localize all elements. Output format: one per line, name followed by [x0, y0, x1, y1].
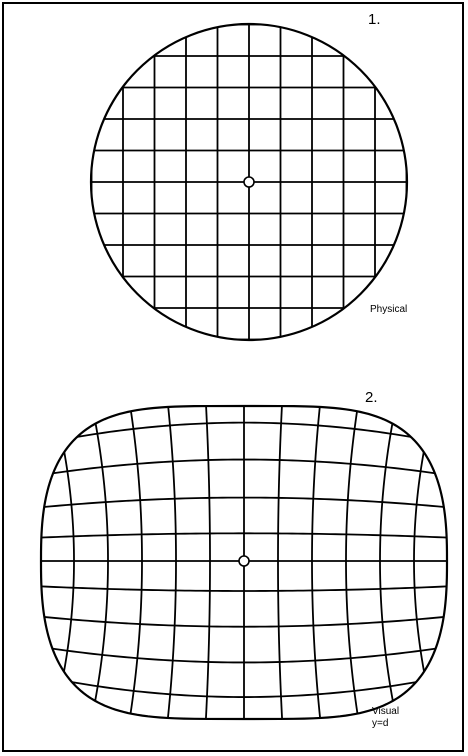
panel-visual: 2. Visual y=d [10, 386, 468, 736]
warped-grid-line-horizontal [41, 421, 447, 448]
panel-physical: 1. Physical [89, 11, 409, 342]
panel-number-2: 2. [365, 389, 378, 406]
visual-boundary-outline [39, 404, 449, 721]
warped-grid-line-vertical [448, 386, 468, 736]
warped-grid-line-horizontal [41, 532, 447, 539]
warped-grid-line-horizontal [41, 614, 447, 628]
visual-caption-line2: y=d [372, 718, 388, 729]
physical-boundary-circle [89, 22, 409, 342]
warped-grid-line-horizontal [41, 672, 447, 698]
warped-grid-line-horizontal [41, 458, 447, 478]
warped-grid-line-horizontal [41, 644, 447, 664]
physical-caption: Physical [370, 304, 407, 315]
visual-caption-line1: Visual [372, 706, 399, 717]
warped-grid-line-horizontal [41, 584, 447, 592]
warped-grid-line-horizontal [41, 496, 447, 510]
warped-grid-line-vertical [10, 386, 40, 736]
fixation-point-1 [243, 176, 255, 188]
fixation-point-2 [238, 555, 250, 567]
panel-number-1: 1. [368, 11, 381, 28]
